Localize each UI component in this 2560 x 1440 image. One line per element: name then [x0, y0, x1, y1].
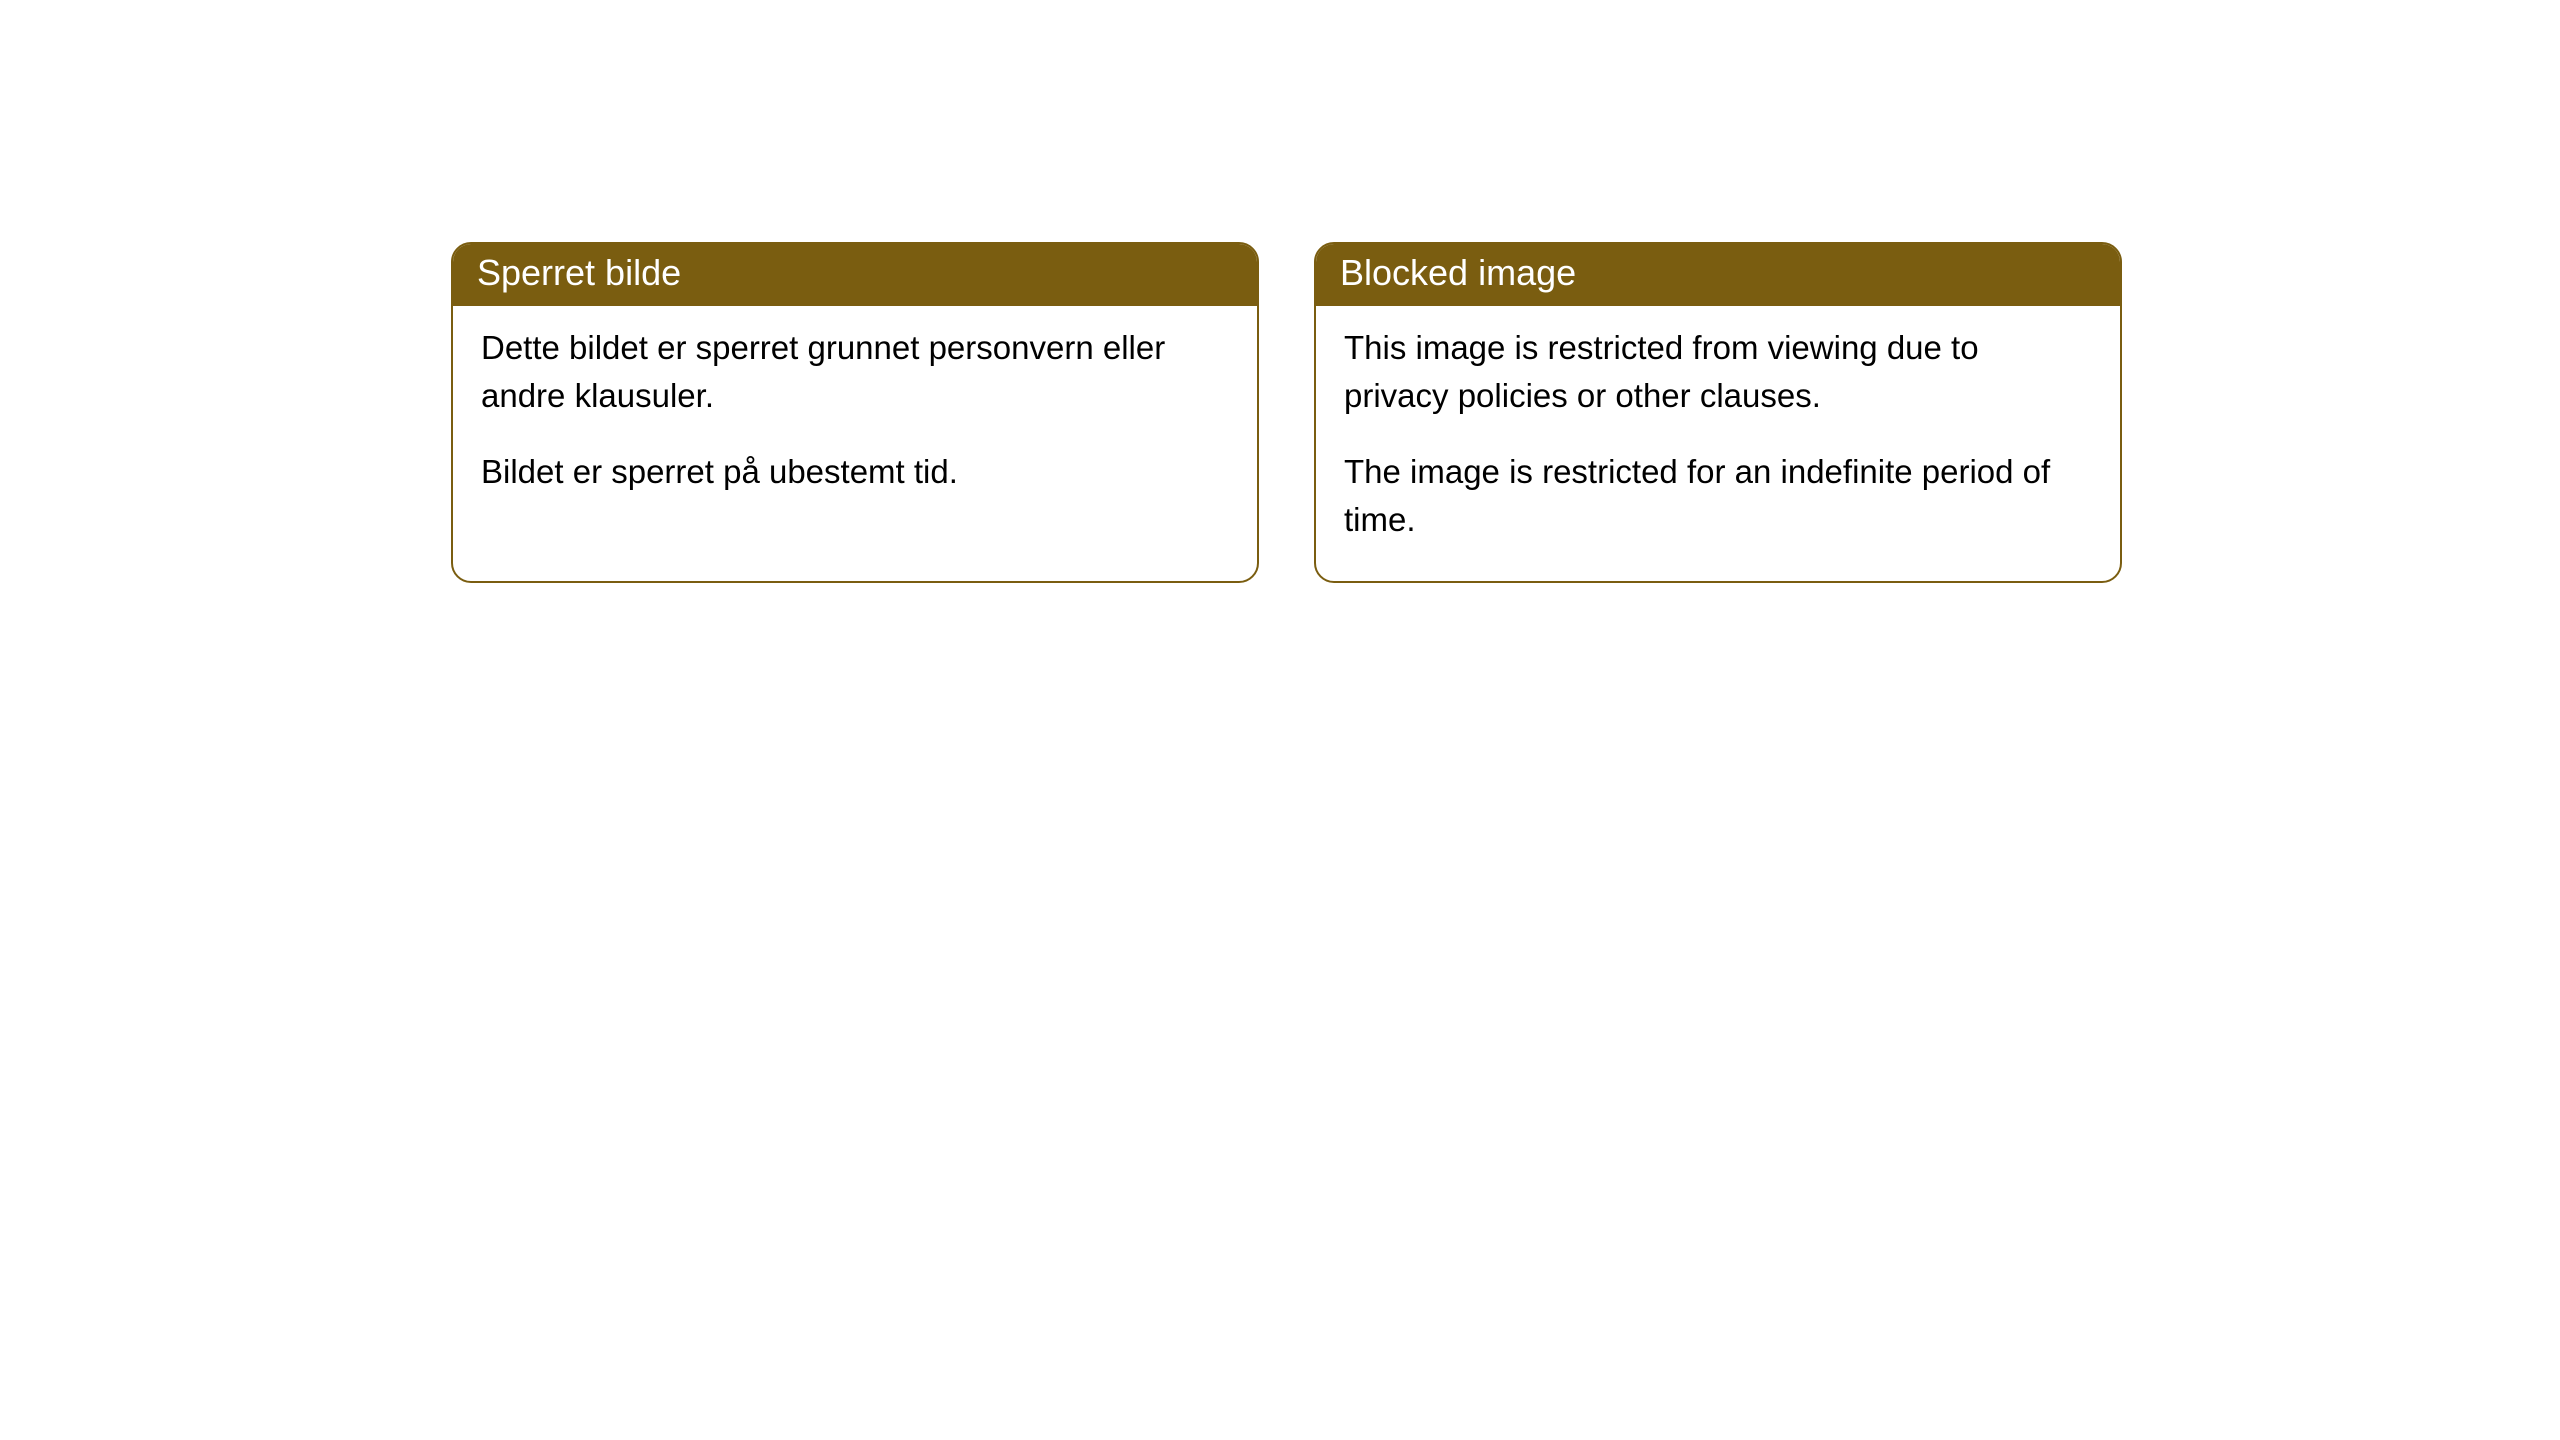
notice-para2-norwegian: Bildet er sperret på ubestemt tid. [481, 448, 1229, 496]
notice-para1-norwegian: Dette bildet er sperret grunnet personve… [481, 324, 1229, 420]
notice-header-english: Blocked image [1316, 244, 2120, 306]
notice-para1-english: This image is restricted from viewing du… [1344, 324, 2092, 420]
notice-card-norwegian: Sperret bilde Dette bildet er sperret gr… [451, 242, 1259, 583]
notice-card-english: Blocked image This image is restricted f… [1314, 242, 2122, 583]
notice-body-english: This image is restricted from viewing du… [1316, 306, 2120, 581]
notice-header-norwegian: Sperret bilde [453, 244, 1257, 306]
notice-para2-english: The image is restricted for an indefinit… [1344, 448, 2092, 544]
notice-body-norwegian: Dette bildet er sperret grunnet personve… [453, 306, 1257, 534]
notice-container: Sperret bilde Dette bildet er sperret gr… [0, 0, 2560, 583]
